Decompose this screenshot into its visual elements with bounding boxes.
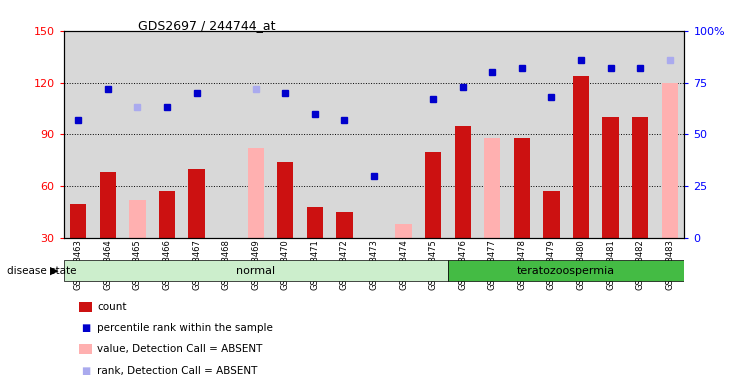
- Bar: [389, 31, 418, 238]
- Bar: [123, 31, 153, 238]
- Bar: [188, 169, 205, 290]
- Bar: [484, 138, 500, 290]
- Bar: [661, 83, 678, 290]
- Bar: [241, 31, 271, 238]
- Bar: [602, 117, 619, 290]
- Bar: [418, 31, 448, 238]
- Bar: [218, 238, 234, 290]
- Bar: [248, 148, 264, 290]
- Bar: [573, 76, 589, 290]
- FancyBboxPatch shape: [448, 260, 684, 281]
- Bar: [425, 152, 441, 290]
- Bar: [271, 31, 300, 238]
- Text: rank, Detection Call = ABSENT: rank, Detection Call = ABSENT: [97, 366, 257, 376]
- Bar: [654, 31, 684, 238]
- Bar: [477, 31, 507, 238]
- Bar: [536, 31, 566, 238]
- Bar: [507, 31, 536, 238]
- Bar: [129, 200, 146, 290]
- Bar: [300, 31, 330, 238]
- Bar: [337, 212, 352, 290]
- Text: teratozoospermia: teratozoospermia: [517, 266, 615, 276]
- Bar: [159, 191, 175, 290]
- Bar: [182, 31, 212, 238]
- Bar: [566, 31, 595, 238]
- Bar: [278, 162, 293, 290]
- Text: count: count: [97, 302, 126, 312]
- Text: disease state: disease state: [7, 266, 77, 276]
- Text: ▶: ▶: [50, 266, 58, 276]
- Bar: [632, 117, 649, 290]
- Bar: [94, 31, 123, 238]
- Text: ■: ■: [81, 323, 90, 333]
- Bar: [359, 31, 389, 238]
- Text: GDS2697 / 244744_at: GDS2697 / 244744_at: [138, 19, 276, 32]
- Bar: [99, 172, 116, 290]
- Bar: [70, 204, 87, 290]
- Bar: [212, 31, 241, 238]
- Bar: [595, 31, 625, 238]
- Bar: [307, 207, 323, 290]
- Text: normal: normal: [236, 266, 275, 276]
- Bar: [153, 31, 182, 238]
- Text: ■: ■: [81, 366, 90, 376]
- Text: value, Detection Call = ABSENT: value, Detection Call = ABSENT: [97, 344, 263, 354]
- FancyBboxPatch shape: [64, 260, 448, 281]
- Bar: [514, 138, 530, 290]
- Bar: [455, 126, 470, 290]
- Bar: [64, 31, 94, 238]
- Bar: [448, 31, 477, 238]
- Text: percentile rank within the sample: percentile rank within the sample: [97, 323, 273, 333]
- Bar: [625, 31, 654, 238]
- Bar: [366, 238, 382, 290]
- Bar: [543, 191, 560, 290]
- Bar: [330, 31, 359, 238]
- Bar: [396, 224, 411, 290]
